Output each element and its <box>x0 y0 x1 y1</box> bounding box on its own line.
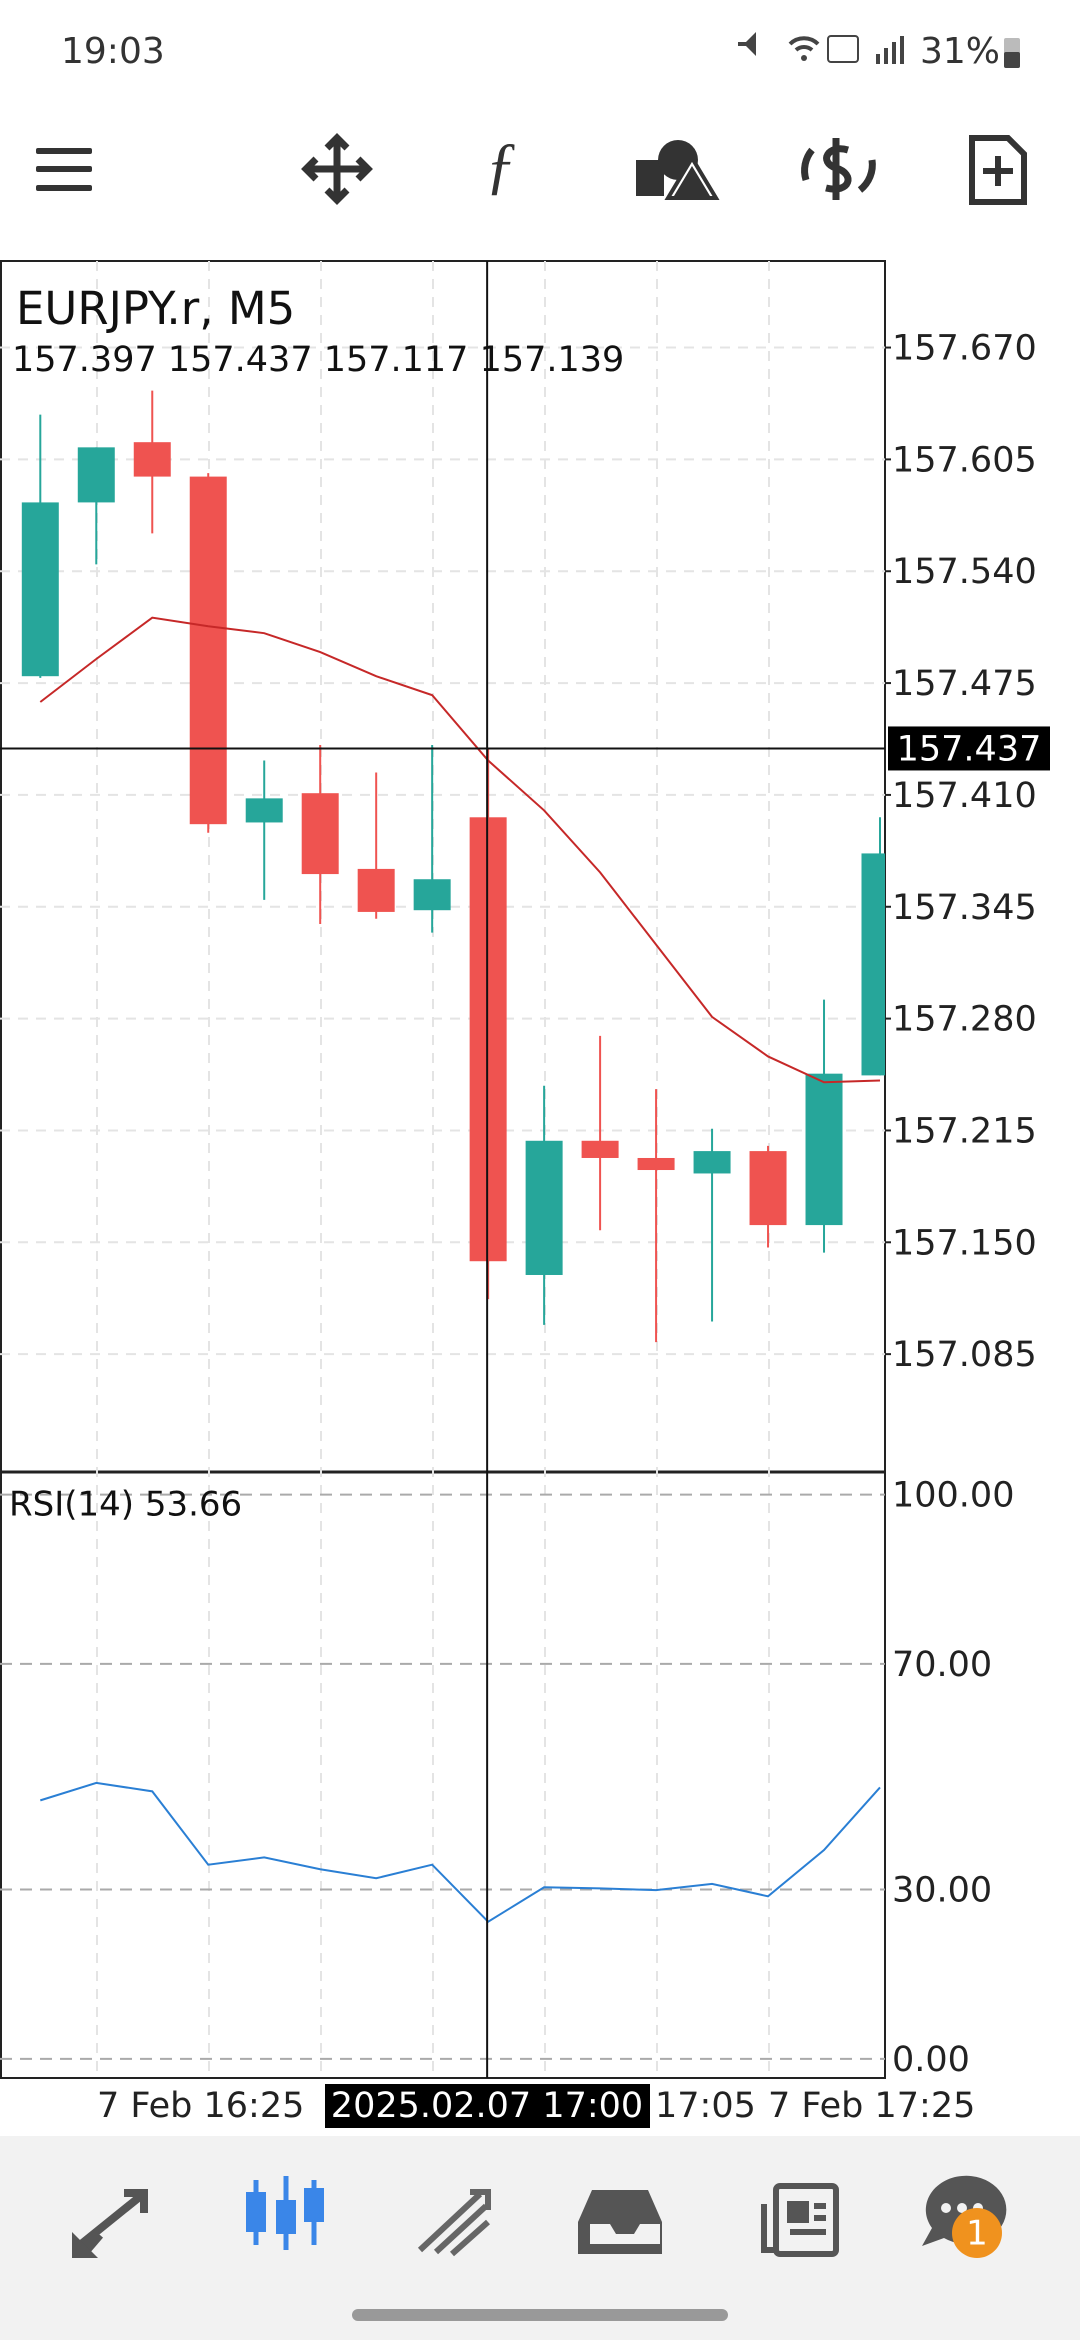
nav-badge: 1 <box>966 2214 988 2254</box>
candle-body <box>133 442 171 477</box>
chart-title: EURJPY.r, M5 <box>16 282 295 335</box>
rsi-title: RSI(14) 53.66 <box>9 1485 242 1525</box>
y-tick-label: 100.00 <box>892 1476 1014 1516</box>
chart-frame <box>0 260 886 2079</box>
candle-body <box>21 502 59 677</box>
y-tick-label: 157.410 <box>892 776 1037 816</box>
nav-trade[interactable] <box>417 2189 491 2257</box>
y-tick-label: 0.00 <box>892 2040 970 2080</box>
bottom-nav <box>0 2136 1080 2340</box>
menu-button[interactable] <box>36 148 92 191</box>
x-tick-label: 7 Feb 17:25 <box>768 2086 975 2126</box>
trade-button[interactable] <box>801 138 876 200</box>
candle-body <box>693 1151 731 1174</box>
y-tick-label: 157.605 <box>892 440 1037 480</box>
crosshair-button[interactable] <box>301 133 373 205</box>
status-icons <box>738 32 904 64</box>
nav-news[interactable] <box>761 2183 839 2257</box>
axes: 100.00 70.00 30.00 0.00 7 Feb 16:25 17:05 7 Fe… <box>97 261 1050 2128</box>
y-tick-label: 70.00 <box>892 1645 992 1685</box>
nav-quotes[interactable] <box>72 2189 148 2258</box>
y-tick-label: 157.540 <box>892 552 1037 592</box>
rsi-line <box>40 1781 881 1923</box>
moving-average <box>39 616 881 1084</box>
battery-icon <box>1004 38 1020 68</box>
candle-body <box>525 1140 563 1275</box>
x-tick-label: 7 Feb 16:25 <box>97 2086 304 2126</box>
crosshair-price: 157.437 <box>897 729 1042 769</box>
candle-body <box>581 1140 619 1158</box>
crosshair-time-box <box>325 2084 650 2128</box>
ohlc-readout: 157.397 157.437 157.117 157.139 <box>12 340 624 380</box>
candle-body <box>189 476 227 825</box>
toolbar: ƒ <box>36 130 1027 205</box>
plot-area <box>0 390 885 1923</box>
crosshair-time: 2025.02.07 17:00 <box>331 2086 643 2126</box>
candle-body <box>749 1151 787 1226</box>
nav-chart[interactable] <box>246 2176 324 2250</box>
y-tick-label: 157.670 <box>892 329 1037 369</box>
status-time: 19:03 <box>61 31 165 72</box>
candle-body <box>245 798 283 823</box>
y-tick-label: 157.150 <box>892 1223 1037 1263</box>
candle-body <box>637 1157 675 1171</box>
crosshair-price-box <box>888 726 1050 771</box>
candle-body <box>413 879 451 911</box>
candle-body <box>861 853 885 1076</box>
candle-body <box>301 793 339 875</box>
candle-body <box>357 868 395 912</box>
nav-chat[interactable] <box>922 2175 1007 2258</box>
y-tick-label: 30.00 <box>892 1871 992 1911</box>
home-indicator <box>352 2309 728 2321</box>
candle-body <box>805 1073 843 1226</box>
y-tick-label: 157.085 <box>892 1335 1037 1375</box>
y-tick-label: 157.215 <box>892 1111 1037 1151</box>
x-tick-label: 17:05 <box>655 2086 756 2126</box>
candle-body <box>77 447 115 503</box>
new-chart-button[interactable] <box>969 135 1027 205</box>
nav-history[interactable] <box>578 2190 662 2254</box>
y-tick-label: 157.475 <box>892 664 1037 704</box>
objects-button[interactable] <box>636 140 720 200</box>
status-battery: 31% <box>920 31 1000 72</box>
indicators-button[interactable]: ƒ <box>485 130 517 201</box>
y-tick-label: 157.345 <box>892 888 1037 928</box>
y-tick-label: 157.280 <box>892 1000 1037 1040</box>
